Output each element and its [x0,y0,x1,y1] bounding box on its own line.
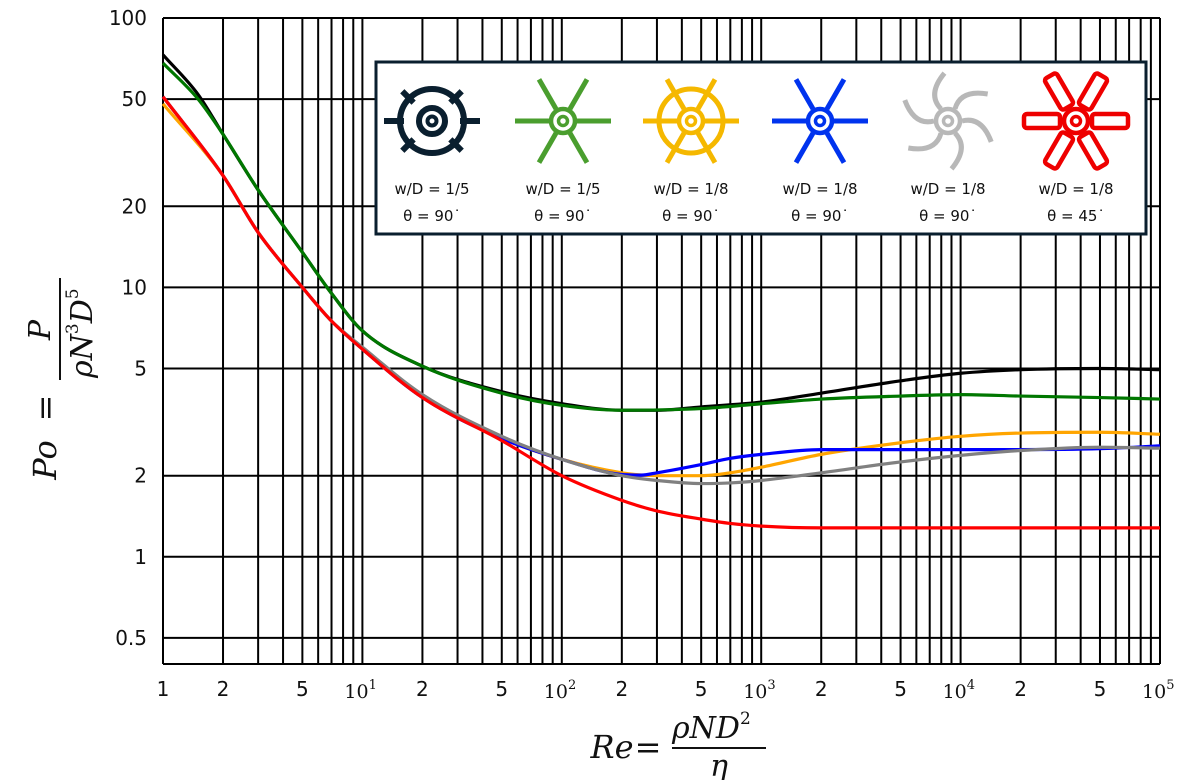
legend-wd-label: w/D = 1/8 [653,180,728,198]
x-label-num: ρND2 [671,709,751,746]
x-tick-label: 2 [1014,677,1027,701]
legend: w/D = 1/5θ = 90˙w/D = 1/5θ = 90˙w/D = 1/… [374,60,1148,236]
y-tick-labels: 100 50 20 10 5 2 1 0.5 [109,6,147,650]
y-axis-label: Po = P ρN3D5 [23,278,100,481]
x-tick-label: 5 [894,677,907,701]
y-label-lhs: Po [26,440,64,481]
x-tick-power-base: 10 [344,681,368,703]
series-line-2 [161,62,1161,412]
x-tick-power-base: 10 [943,681,967,703]
x-tick-label-power: 104 [943,678,975,703]
legend-theta-label: θ = 90˙ [919,207,977,225]
legend-box [374,60,1148,236]
x-tick-label: 2 [416,677,429,701]
y-tick-label: 20 [122,194,147,218]
y-label-eq: = [26,395,64,422]
legend-theta-label: θ = 90˙ [662,207,720,225]
x-label-num-exp: 2 [740,709,751,729]
x-tick-power-exp: 2 [568,678,576,693]
x-tick-label: 5 [1094,677,1107,701]
x-tick-label: 2 [217,677,230,701]
x-tick-power-exp: 3 [767,678,775,693]
x-tick-power-exp: 1 [369,678,377,693]
x-tick-label-power: 101 [344,678,376,703]
x-tick-power-exp: 5 [1166,678,1174,693]
y-label-den-mid: D [65,299,100,324]
y-label-den-exp1: 3 [63,323,83,334]
x-tick-power-base: 10 [743,681,767,703]
rushton-turbine-icon [384,86,480,156]
x-tick-label: 5 [296,677,309,701]
y-tick-label: 1 [134,545,147,569]
legend-item: w/D = 1/8 θ = 90˙ [772,78,868,225]
y-tick-label: 100 [109,6,147,30]
x-label-lhs: Re [589,728,633,766]
x-tick-label: 1 [157,677,170,701]
x-tick-label: 5 [695,677,708,701]
x-axis-label: Re = ρND2 η [589,709,766,780]
x-tick-label-power: 102 [544,678,576,703]
legend-theta-label: θ = 45˙ [1047,207,1105,225]
legend-item: w/D = 1/5 θ = 90˙ [384,86,480,225]
legend-item: w/D = 1/5 θ = 90˙ [515,78,611,225]
legend-theta-label: θ = 90˙ [403,207,461,225]
legend-theta-label: θ = 90˙ [534,207,592,225]
y-tick-label: 0.5 [115,626,147,650]
legend-item: w/D = 1/8 θ = 90˙ [643,78,739,225]
x-tick-label: 2 [615,677,628,701]
legend-item: w/D = 1/8 θ = 90˙ [902,71,994,225]
x-tick-label: 5 [495,677,508,701]
legend-items: w/D = 1/5θ = 90˙w/D = 1/5θ = 90˙w/D = 1/… [384,71,1131,225]
x-label-eq: = [635,728,662,766]
legend-wd-label: w/D = 1/8 [782,180,857,198]
disc-turbine-icon [643,78,739,164]
y-tick-label: 10 [122,275,147,299]
series-lines [161,53,1161,530]
six-blade-turbine-icon [515,78,611,164]
x-tick-power-exp: 4 [967,678,975,693]
y-label-den: ρN3D5 [63,288,100,379]
legend-theta-label: θ = 90˙ [791,207,849,225]
series-line-6 [161,95,1160,530]
y-tick-label: 50 [122,87,147,111]
x-tick-label-power: 105 [1142,678,1174,703]
curved-blade-turbine-icon [902,71,994,171]
y-label-den-base: ρN [65,332,100,379]
y-tick-label: 2 [134,464,147,488]
y-tick-label: 5 [134,356,147,380]
legend-item: w/D = 1/8 θ = 45˙ [1021,71,1131,225]
x-tick-label-power: 103 [743,678,775,703]
legend-wd-label: w/D = 1/5 [394,180,469,198]
x-label-num-base: ρND [671,711,740,746]
legend-wd-label: w/D = 1/8 [1038,180,1113,198]
legend-wd-label: w/D = 1/8 [910,180,985,198]
y-label-num: P [23,319,58,341]
y-label-den-exp2: 5 [63,288,83,299]
x-label-den: η [710,749,728,780]
x-tick-power-base: 10 [544,681,568,703]
pitched-blade-turbine-icon [1021,71,1131,171]
six-blade-turbine-icon [772,78,868,164]
legend-wd-label: w/D = 1/5 [525,180,600,198]
x-tick-label: 2 [815,677,828,701]
x-tick-power-base: 10 [1142,681,1166,703]
